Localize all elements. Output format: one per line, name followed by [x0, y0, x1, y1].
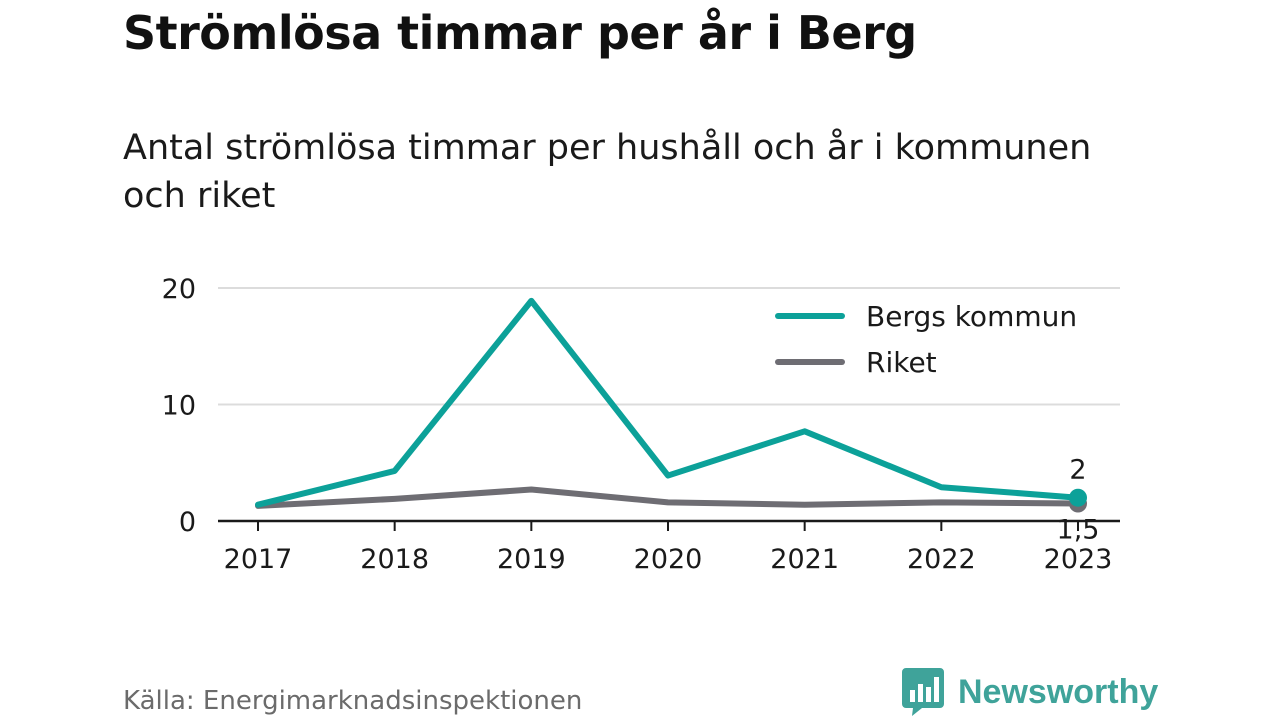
x-tick-label: 2019	[497, 544, 566, 575]
end-point-bergs-kommun	[1069, 488, 1087, 507]
newsworthy-logo-icon	[902, 668, 944, 716]
y-tick-label: 20	[162, 274, 196, 305]
x-tick-label: 2021	[770, 544, 839, 575]
chart-title: Strömlösa timmar per år i Berg	[123, 6, 917, 60]
x-tick-label: 2017	[224, 544, 293, 575]
source-note: Källa: Energimarknadsinspektionen	[123, 686, 583, 716]
legend-box	[768, 290, 1093, 386]
newsworthy-brand: Newsworthy	[902, 668, 1158, 716]
x-tick-label: 2020	[634, 544, 703, 575]
end-label-riket: 1,5	[1057, 515, 1100, 546]
end-label-bergs-kommun: 2	[1069, 455, 1086, 486]
brand-name: Newsworthy	[958, 672, 1159, 711]
x-tick-label: 2023	[1044, 544, 1113, 575]
x-tick-label: 2022	[907, 544, 976, 575]
series-line-bergs-kommun	[255, 297, 1081, 508]
legend-label-bergs-kommun: Bergs kommun	[866, 300, 1077, 333]
y-tick-label: 0	[179, 507, 196, 538]
series-line-riket	[255, 486, 1081, 509]
chart-subtitle: Antal strömlösa timmar per hushåll och å…	[123, 128, 1092, 216]
x-tick-label: 2018	[360, 544, 429, 575]
legend-label-riket: Riket	[866, 346, 937, 379]
y-tick-label: 10	[162, 391, 196, 422]
